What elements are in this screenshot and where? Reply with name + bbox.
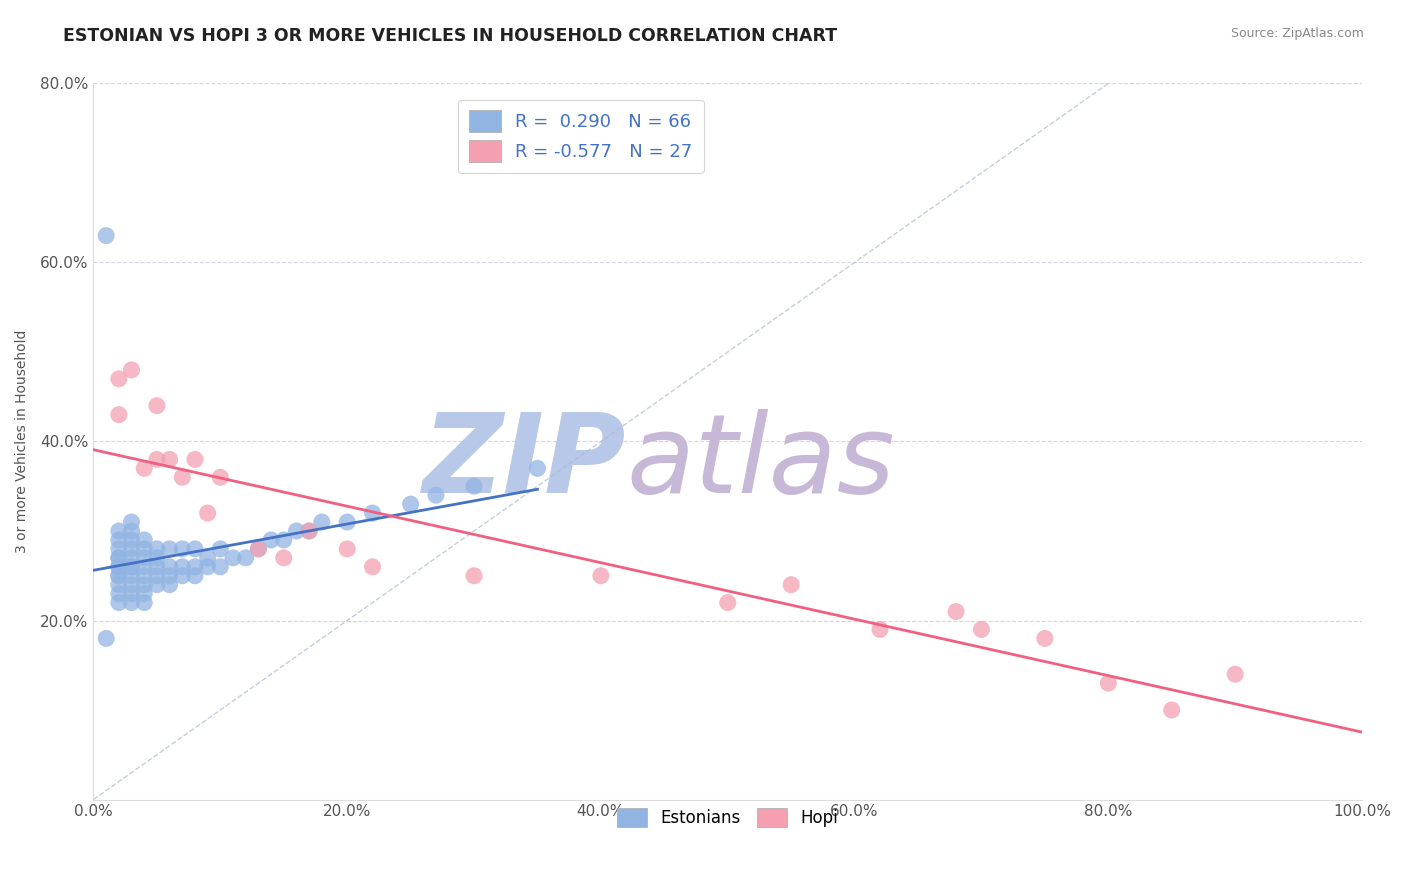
Point bbox=[146, 550, 169, 565]
Point bbox=[159, 541, 181, 556]
Point bbox=[121, 568, 143, 582]
Point bbox=[209, 470, 232, 484]
Point bbox=[121, 587, 143, 601]
Point bbox=[869, 623, 891, 637]
Point bbox=[361, 559, 384, 574]
Point bbox=[273, 550, 295, 565]
Y-axis label: 3 or more Vehicles in Household: 3 or more Vehicles in Household bbox=[15, 330, 30, 553]
Point bbox=[121, 541, 143, 556]
Point bbox=[425, 488, 447, 502]
Point bbox=[146, 577, 169, 591]
Point bbox=[172, 568, 194, 582]
Text: ESTONIAN VS HOPI 3 OR MORE VEHICLES IN HOUSEHOLD CORRELATION CHART: ESTONIAN VS HOPI 3 OR MORE VEHICLES IN H… bbox=[63, 27, 838, 45]
Point bbox=[463, 479, 485, 493]
Point bbox=[197, 506, 219, 520]
Point bbox=[108, 550, 131, 565]
Point bbox=[146, 559, 169, 574]
Point bbox=[172, 470, 194, 484]
Point bbox=[108, 568, 131, 582]
Point bbox=[134, 587, 156, 601]
Point bbox=[108, 577, 131, 591]
Point bbox=[134, 461, 156, 475]
Point bbox=[108, 550, 131, 565]
Text: Source: ZipAtlas.com: Source: ZipAtlas.com bbox=[1230, 27, 1364, 40]
Point bbox=[134, 533, 156, 547]
Point bbox=[184, 541, 207, 556]
Point bbox=[108, 541, 131, 556]
Point bbox=[121, 515, 143, 529]
Point bbox=[298, 524, 321, 538]
Point bbox=[361, 506, 384, 520]
Point bbox=[197, 550, 219, 565]
Point bbox=[134, 550, 156, 565]
Point bbox=[146, 399, 169, 413]
Point bbox=[146, 541, 169, 556]
Point bbox=[184, 452, 207, 467]
Point bbox=[247, 541, 270, 556]
Point bbox=[209, 559, 232, 574]
Point bbox=[121, 550, 143, 565]
Point bbox=[260, 533, 283, 547]
Point bbox=[1033, 632, 1056, 646]
Point bbox=[121, 559, 143, 574]
Point bbox=[399, 497, 422, 511]
Point bbox=[159, 577, 181, 591]
Point bbox=[134, 577, 156, 591]
Point bbox=[235, 550, 257, 565]
Point bbox=[159, 559, 181, 574]
Point bbox=[146, 568, 169, 582]
Point bbox=[717, 596, 740, 610]
Point bbox=[108, 587, 131, 601]
Point bbox=[184, 559, 207, 574]
Point bbox=[121, 524, 143, 538]
Point bbox=[1223, 667, 1246, 681]
Point bbox=[134, 568, 156, 582]
Point bbox=[134, 541, 156, 556]
Point bbox=[209, 541, 232, 556]
Point bbox=[336, 541, 359, 556]
Point bbox=[108, 559, 131, 574]
Point bbox=[121, 577, 143, 591]
Point bbox=[526, 461, 548, 475]
Point bbox=[1097, 676, 1119, 690]
Point bbox=[146, 452, 169, 467]
Point bbox=[134, 596, 156, 610]
Point bbox=[108, 372, 131, 386]
Point bbox=[121, 533, 143, 547]
Point bbox=[121, 363, 143, 377]
Point bbox=[108, 524, 131, 538]
Point bbox=[273, 533, 295, 547]
Point bbox=[121, 596, 143, 610]
Point bbox=[197, 559, 219, 574]
Point bbox=[298, 524, 321, 538]
Point bbox=[285, 524, 308, 538]
Point bbox=[108, 568, 131, 582]
Point bbox=[336, 515, 359, 529]
Point bbox=[311, 515, 333, 529]
Point bbox=[159, 568, 181, 582]
Point bbox=[96, 632, 118, 646]
Point bbox=[121, 559, 143, 574]
Point bbox=[96, 228, 118, 243]
Point bbox=[184, 568, 207, 582]
Point bbox=[589, 568, 612, 582]
Point bbox=[108, 533, 131, 547]
Point bbox=[780, 577, 803, 591]
Point bbox=[945, 605, 967, 619]
Text: ZIP: ZIP bbox=[423, 409, 626, 516]
Point bbox=[108, 596, 131, 610]
Point bbox=[222, 550, 245, 565]
Point bbox=[1160, 703, 1182, 717]
Point bbox=[108, 408, 131, 422]
Point bbox=[172, 541, 194, 556]
Point bbox=[970, 623, 993, 637]
Point bbox=[172, 559, 194, 574]
Text: atlas: atlas bbox=[626, 409, 894, 516]
Point bbox=[108, 559, 131, 574]
Point bbox=[247, 541, 270, 556]
Legend: Estonians, Hopi: Estonians, Hopi bbox=[610, 802, 845, 834]
Point bbox=[134, 559, 156, 574]
Point bbox=[463, 568, 485, 582]
Point bbox=[159, 452, 181, 467]
